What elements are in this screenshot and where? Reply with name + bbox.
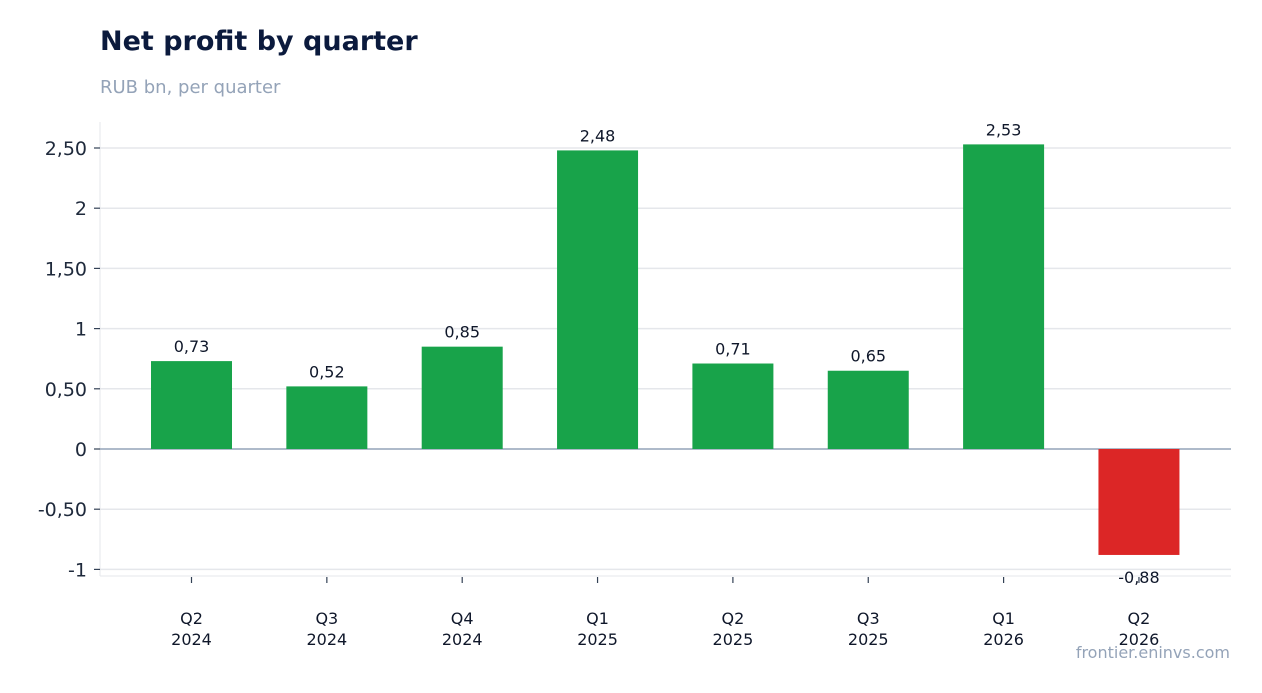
bar [151, 361, 232, 449]
y-tick-label: 0,50 [45, 379, 87, 401]
y-tick-label: 0 [75, 439, 87, 461]
data-label: 0,73 [174, 337, 210, 356]
bar [692, 363, 774, 449]
data-label: 2,48 [580, 126, 616, 145]
bars [151, 144, 1180, 555]
chart-title: Net profit by quarter [100, 26, 418, 57]
x-tick-label: Q2 2025 [713, 609, 754, 649]
gridlines [100, 147, 1231, 571]
data-label: 0,65 [850, 347, 886, 366]
axes [94, 122, 1231, 583]
bar [421, 346, 503, 449]
x-tick-label: Q3 2024 [306, 609, 347, 649]
bar [827, 370, 909, 449]
x-tick-label: Q1 2026 [983, 609, 1024, 649]
bar [1098, 449, 1180, 555]
y-tick-label: -1 [68, 559, 87, 581]
data-label: -0,88 [1118, 568, 1159, 587]
source-credit: frontier.eninvs.com [1075, 643, 1230, 662]
tick-labels: 2,50 2 1,50 1 0,50 0 -0,50 -1 Q2 2024 Q3 2024 Q4 2024… [38, 138, 1159, 649]
y-tick-label: 1 [75, 319, 87, 341]
data-label: 0,71 [715, 340, 751, 359]
bar [557, 150, 639, 449]
x-tick-label: Q1 2025 [577, 609, 618, 649]
y-tick-label: 2,50 [45, 138, 87, 160]
x-tick-label: Q4 2024 [442, 609, 483, 649]
chart-subtitle: RUB bn, per quarter [100, 77, 281, 98]
x-tick-label: Q3 2025 [848, 609, 889, 649]
bar [963, 144, 1045, 449]
data-label: 2,53 [986, 120, 1022, 139]
y-tick-label: -0,50 [38, 499, 87, 521]
x-tick-label: Q2 2024 [171, 609, 212, 649]
y-tick-label: 1,50 [45, 258, 87, 280]
bar [286, 386, 368, 449]
y-tick-label: 2 [75, 198, 87, 220]
data-label: 0,85 [444, 323, 480, 342]
x-tick-label: Q2 2026 [1119, 609, 1160, 649]
data-labels: 0,73 0,52 0,85 2,48 0,71 0,65 2,53 -0,88 [174, 120, 1160, 587]
data-label: 0,52 [309, 362, 345, 381]
